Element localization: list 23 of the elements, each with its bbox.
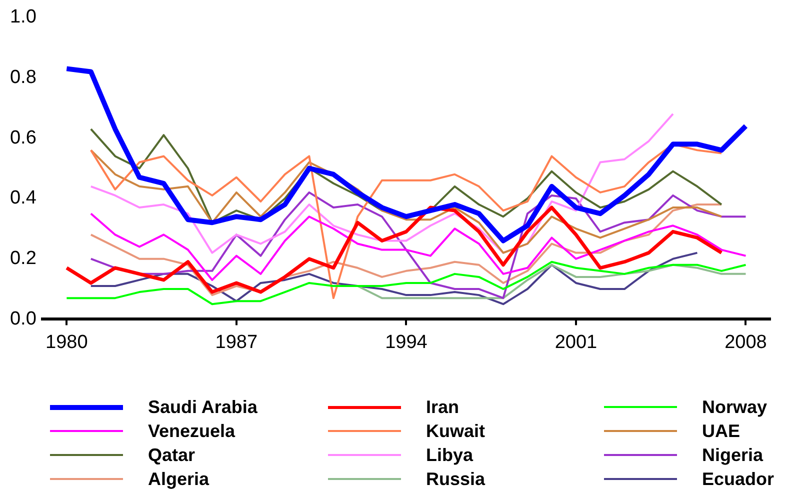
legend-label: Venezuela	[148, 420, 236, 442]
legend-label: Kuwait	[426, 420, 486, 442]
legend-label: Qatar	[148, 444, 196, 466]
legend-label: Iran	[426, 396, 460, 418]
y-tick-label: 0.6	[10, 127, 36, 148]
y-tick-label: 0.0	[10, 308, 36, 330]
x-tick-label: 2008	[724, 332, 767, 353]
legend-label: Libya	[426, 444, 474, 466]
x-tick-label: 1987	[215, 332, 258, 353]
legend-label: Saudi Arabia	[148, 396, 258, 418]
legend-label: Ecuador	[702, 468, 774, 489]
y-tick-label: 0.4	[10, 188, 37, 209]
x-tick-label: 1994	[385, 332, 428, 353]
y-tick-label: 1.0	[10, 6, 36, 28]
legend-label: Russia	[426, 468, 486, 489]
y-tick-label: 0.8	[10, 66, 36, 88]
x-tick-label: 1980	[46, 332, 88, 353]
legend-label: Nigeria	[702, 444, 764, 466]
legend-label: Algeria	[148, 468, 210, 489]
legend-label: Norway	[702, 396, 768, 418]
legend-label: UAE	[702, 420, 740, 442]
x-tick-label: 2001	[554, 332, 598, 353]
y-tick-label: 0.2	[10, 248, 36, 270]
